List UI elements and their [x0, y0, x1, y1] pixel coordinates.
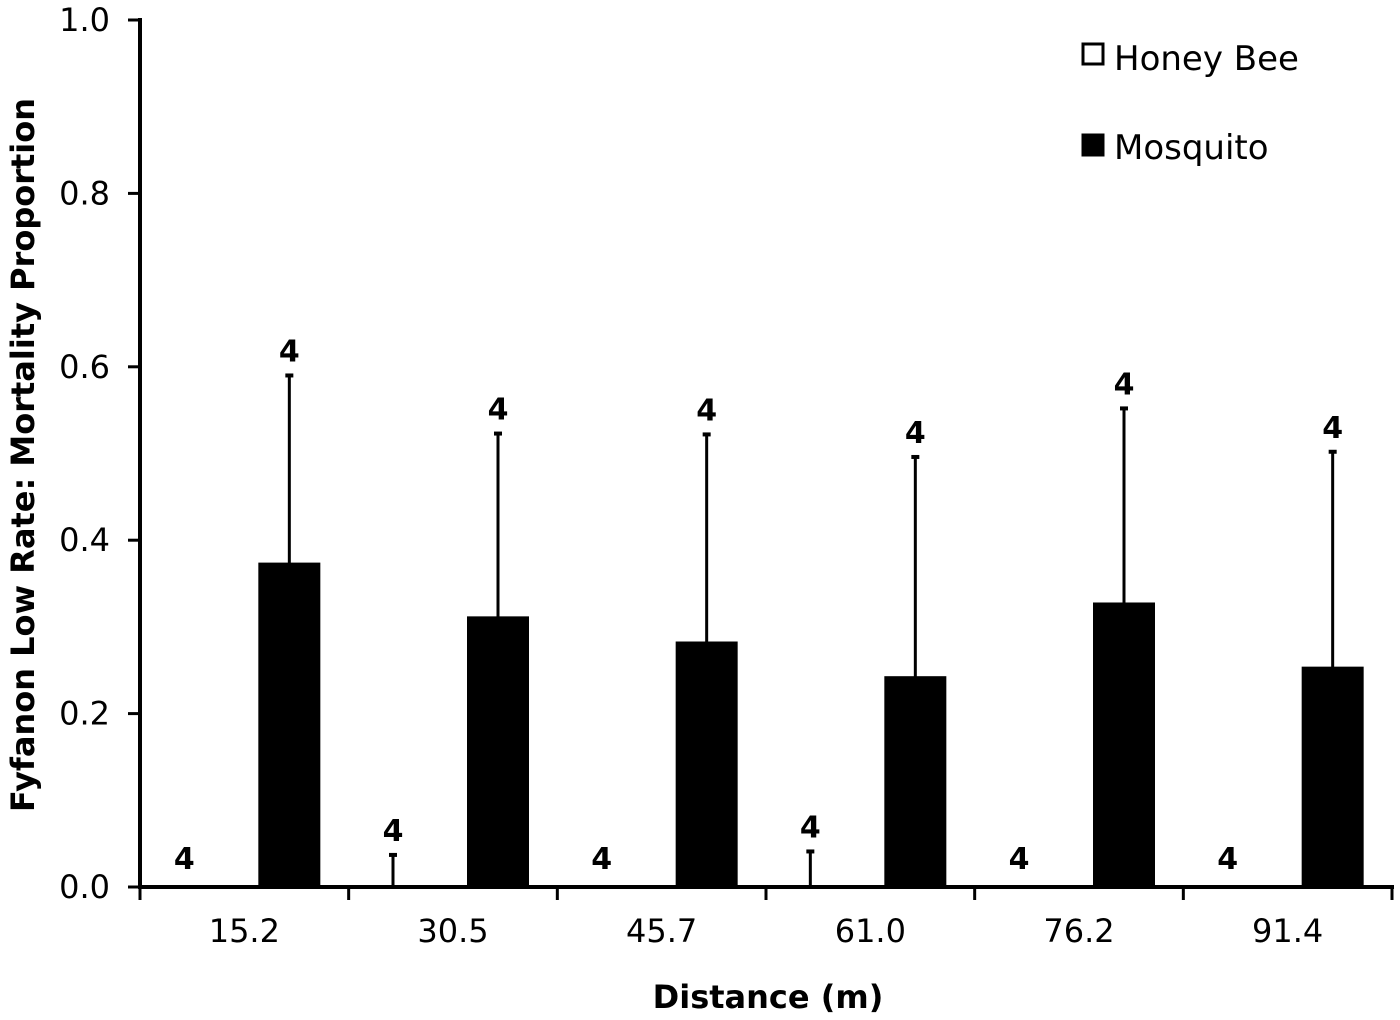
- axis-ticks: 0.0 0.2 0.4 0.6 0.8 1.0 15.2 30.5 45.7 61.0 76.2 91…: [59, 1, 1394, 950]
- x-tick-label: 61.0: [835, 912, 906, 950]
- x-tick-label: 91.4: [1252, 912, 1323, 950]
- n-label-honey-bee: 4: [1009, 842, 1030, 877]
- n-label-honey-bee: 4: [591, 842, 612, 877]
- y-tick-label: 1.0: [59, 1, 110, 39]
- y-tick-label: 0.4: [59, 521, 110, 559]
- x-tick-label: 76.2: [1043, 912, 1114, 950]
- n-label-honey-bee: 4: [800, 810, 821, 845]
- x-tick-label: 45.7: [626, 912, 697, 950]
- x-axis-title: Distance (m): [653, 978, 884, 1016]
- bar-mosquito: [1093, 602, 1155, 889]
- n-label-honey-bee: 4: [1217, 842, 1238, 877]
- bar-mosquito: [1301, 666, 1364, 888]
- x-tick-label: 15.2: [209, 912, 280, 950]
- n-label-honey-bee: 4: [383, 814, 404, 849]
- n-label-mosquito: 4: [1114, 367, 1135, 402]
- plot-area: 4 4 4 4 4 4 4 4 4 4 4 4: [174, 334, 1364, 889]
- bar-mosquito: [884, 676, 947, 888]
- y-tick-label: 0.0: [59, 868, 110, 906]
- n-label-honey-bee: 4: [174, 842, 195, 877]
- y-axis-title: Fyfanon Low Rate: Mortality Proportion: [4, 98, 42, 812]
- x-tick-label: 30.5: [417, 912, 488, 950]
- legend: Honey Bee Mosquito: [1081, 39, 1299, 168]
- legend-label-honey-bee: Honey Bee: [1114, 39, 1299, 79]
- legend-swatch-honey-bee: [1081, 42, 1105, 66]
- legend-swatch-mosquito: [1081, 133, 1105, 157]
- bar-mosquito: [467, 616, 529, 888]
- y-tick-label: 0.6: [59, 348, 110, 386]
- bar-mosquito: [675, 641, 738, 888]
- n-label-mosquito: 4: [279, 334, 300, 369]
- n-label-mosquito: 4: [488, 393, 509, 428]
- y-tick-label: 0.2: [59, 695, 110, 733]
- n-label-mosquito: 4: [905, 416, 926, 451]
- n-label-mosquito: 4: [696, 393, 717, 428]
- legend-label-mosquito: Mosquito: [1114, 128, 1269, 168]
- n-label-mosquito: 4: [1322, 411, 1343, 446]
- y-tick-label: 0.8: [59, 174, 110, 212]
- bar-mosquito: [258, 562, 321, 888]
